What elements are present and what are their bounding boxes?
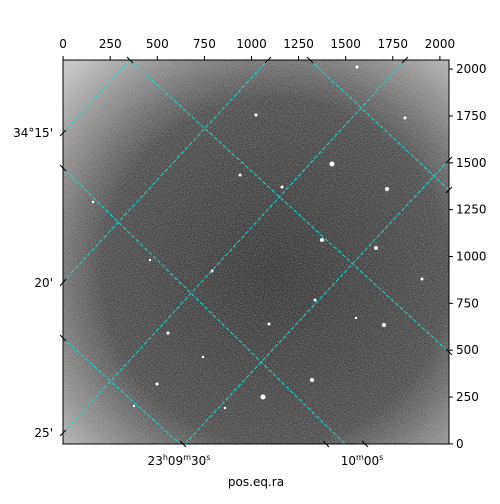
wcs-ticks: [59, 56, 453, 448]
x-tick-label: 1750: [377, 37, 408, 51]
y-tick-label: 250: [456, 390, 479, 404]
stars: [91, 65, 424, 410]
x-tick-label: 1500: [330, 37, 361, 51]
y-tick-label: 1500: [456, 156, 487, 170]
y-tick-label: 1000: [456, 249, 487, 263]
y-tick-label: 2000: [456, 62, 487, 76]
x-axis-label: pos.eq.ra: [228, 475, 284, 489]
coordinate-grid: [63, 60, 449, 444]
x-tick-label: 1250: [283, 37, 314, 51]
dec-tick-label: 20': [34, 276, 53, 290]
x-tick-label: 500: [146, 37, 169, 51]
ra-tick-label: 10m00s: [341, 453, 384, 468]
sky-image: [63, 60, 449, 444]
x-tick-label: 250: [99, 37, 122, 51]
y-tick-label: 500: [456, 343, 479, 357]
y-tick-label: 1250: [456, 203, 487, 217]
dec-tick-label: 25': [34, 426, 53, 440]
x-tick-label: 2000: [425, 37, 456, 51]
x-tick-label: 0: [59, 37, 67, 51]
y-tick-label: 1750: [456, 109, 487, 123]
y-tick-label: 0: [456, 437, 464, 451]
x-tick-label: 1000: [236, 37, 267, 51]
dec-tick-label: 34°15': [13, 126, 53, 140]
plot-frame: [62, 59, 450, 445]
ra-tick-label: 23h09m30s: [148, 453, 211, 468]
x-tick-label: 750: [193, 37, 216, 51]
y-tick-label: 750: [456, 296, 479, 310]
